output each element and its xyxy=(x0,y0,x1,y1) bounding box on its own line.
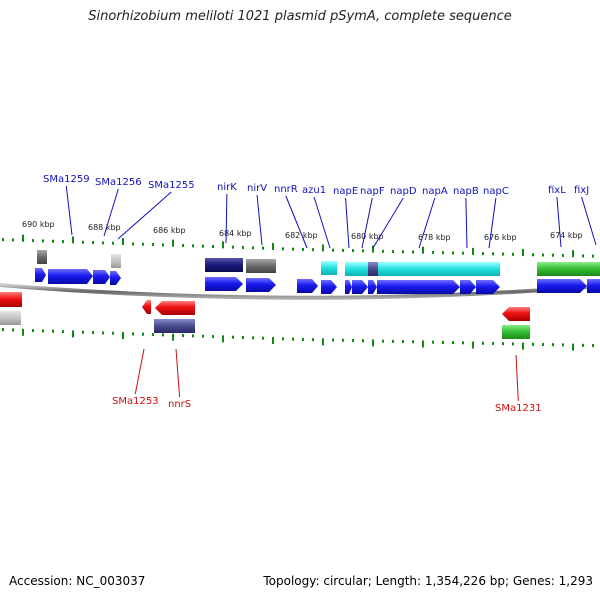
leader-lines xyxy=(65,185,597,402)
cog-block[interactable] xyxy=(154,319,195,333)
kbp-label: 686 kbp xyxy=(153,226,186,235)
forward-gene-label[interactable]: fixJ xyxy=(574,185,589,196)
leader-line xyxy=(313,196,331,249)
forward-gene-arrow[interactable] xyxy=(35,268,46,282)
leader-line xyxy=(581,196,597,246)
forward-gene-label[interactable]: napD xyxy=(390,186,417,197)
forward-gene-label[interactable]: napB xyxy=(453,186,479,197)
leader-line xyxy=(488,197,497,249)
forward-gene-label[interactable]: napA xyxy=(422,186,448,197)
plasmid-backbone xyxy=(0,283,600,300)
cog-row-forward xyxy=(37,250,600,276)
forward-gene-arrow[interactable] xyxy=(352,280,368,294)
forward-gene-label[interactable]: nirV xyxy=(247,183,267,194)
cog-block[interactable] xyxy=(246,259,276,273)
forward-gene-arrow[interactable] xyxy=(476,280,500,294)
reverse-gene-label[interactable]: SMa1231 xyxy=(495,403,542,414)
kbp-label: 680 kbp xyxy=(351,232,384,241)
kbp-label: 684 kbp xyxy=(219,229,252,238)
forward-gene-label[interactable]: napF xyxy=(360,186,385,197)
plasmid-summary: Topology: circular; Length: 1,354,226 bp… xyxy=(263,574,593,588)
cog-block[interactable] xyxy=(345,262,368,276)
cog-block[interactable] xyxy=(502,325,530,339)
forward-gene-label[interactable]: nirK xyxy=(217,182,237,193)
cog-row-reverse xyxy=(0,311,530,339)
leader-line xyxy=(134,348,145,395)
reverse-genes xyxy=(0,292,530,321)
forward-gene-arrow[interactable] xyxy=(321,280,337,294)
forward-genes xyxy=(35,268,600,294)
kbp-label: 674 kbp xyxy=(550,231,583,240)
leader-line xyxy=(285,195,308,249)
forward-gene-arrow[interactable] xyxy=(110,271,121,285)
leader-line xyxy=(345,197,350,249)
accession-label: Accession: NC_003037 xyxy=(9,574,146,588)
forward-gene-arrow[interactable] xyxy=(48,269,93,284)
gene-labels: SMa1259 SMa1256 SMa1255 nirK nirV nnrR azu1 nap… xyxy=(43,174,589,414)
forward-gene-label[interactable]: SMa1259 xyxy=(43,174,90,185)
leader-line xyxy=(556,196,562,248)
forward-gene-arrow[interactable] xyxy=(537,279,587,293)
map-title: Sinorhizobium meliloti 1021 plasmid pSym… xyxy=(88,9,512,24)
ticks-forward xyxy=(2,234,594,258)
forward-gene-arrow[interactable] xyxy=(93,270,110,284)
forward-gene-arrow[interactable] xyxy=(377,280,460,294)
forward-gene-label[interactable]: napE xyxy=(333,186,358,197)
cog-block[interactable] xyxy=(37,250,47,264)
reverse-gene-arrow[interactable] xyxy=(155,301,195,315)
leader-line xyxy=(465,197,468,249)
cog-block[interactable] xyxy=(0,311,21,325)
kbp-label: 676 kbp xyxy=(484,233,517,242)
kbp-labels: 690 kbp 688 kbp 686 kbp 684 kbp 682 kbp 680 k… xyxy=(22,220,583,242)
leader-line xyxy=(65,185,73,236)
kbp-label: 688 kbp xyxy=(88,223,121,232)
reverse-gene-arrow[interactable] xyxy=(142,300,151,314)
forward-gene-arrow[interactable] xyxy=(460,280,476,294)
leader-line xyxy=(372,197,404,249)
forward-gene-arrow[interactable] xyxy=(205,277,243,291)
leader-line xyxy=(175,348,181,398)
leader-line xyxy=(515,354,519,402)
reverse-gene-arrow[interactable] xyxy=(502,307,530,321)
leader-line xyxy=(418,197,436,249)
forward-gene-arrow[interactable] xyxy=(587,279,600,293)
forward-gene-arrow[interactable] xyxy=(345,280,352,294)
cog-block[interactable] xyxy=(321,261,337,275)
kbp-label: 682 kbp xyxy=(285,231,318,240)
forward-gene-arrow[interactable] xyxy=(246,278,276,292)
cog-block[interactable] xyxy=(537,262,600,276)
ticks-reverse xyxy=(2,328,594,351)
cog-block[interactable] xyxy=(205,258,243,272)
cog-block[interactable] xyxy=(111,254,121,268)
forward-gene-label[interactable]: SMa1255 xyxy=(148,180,195,191)
cog-block[interactable] xyxy=(368,262,378,276)
forward-gene-label[interactable]: SMa1256 xyxy=(95,177,142,188)
forward-gene-label[interactable]: napC xyxy=(483,186,509,197)
kbp-label: 678 kbp xyxy=(418,233,451,242)
forward-gene-label[interactable]: fixL xyxy=(548,185,566,196)
leader-line xyxy=(225,193,228,244)
leader-line xyxy=(117,191,172,240)
reverse-gene-arrow[interactable] xyxy=(0,292,22,307)
kbp-label: 690 kbp xyxy=(22,220,55,229)
forward-gene-label[interactable]: nnrR xyxy=(274,184,298,195)
forward-gene-arrow[interactable] xyxy=(368,280,377,294)
cog-block[interactable] xyxy=(378,262,500,276)
leader-line xyxy=(361,197,373,249)
leader-line xyxy=(256,194,263,246)
forward-gene-arrow[interactable] xyxy=(297,279,318,293)
leader-line xyxy=(103,188,119,237)
reverse-gene-label[interactable]: nnrS xyxy=(168,399,191,410)
reverse-gene-label[interactable]: SMa1253 xyxy=(112,396,159,407)
forward-gene-label[interactable]: azu1 xyxy=(302,185,326,196)
